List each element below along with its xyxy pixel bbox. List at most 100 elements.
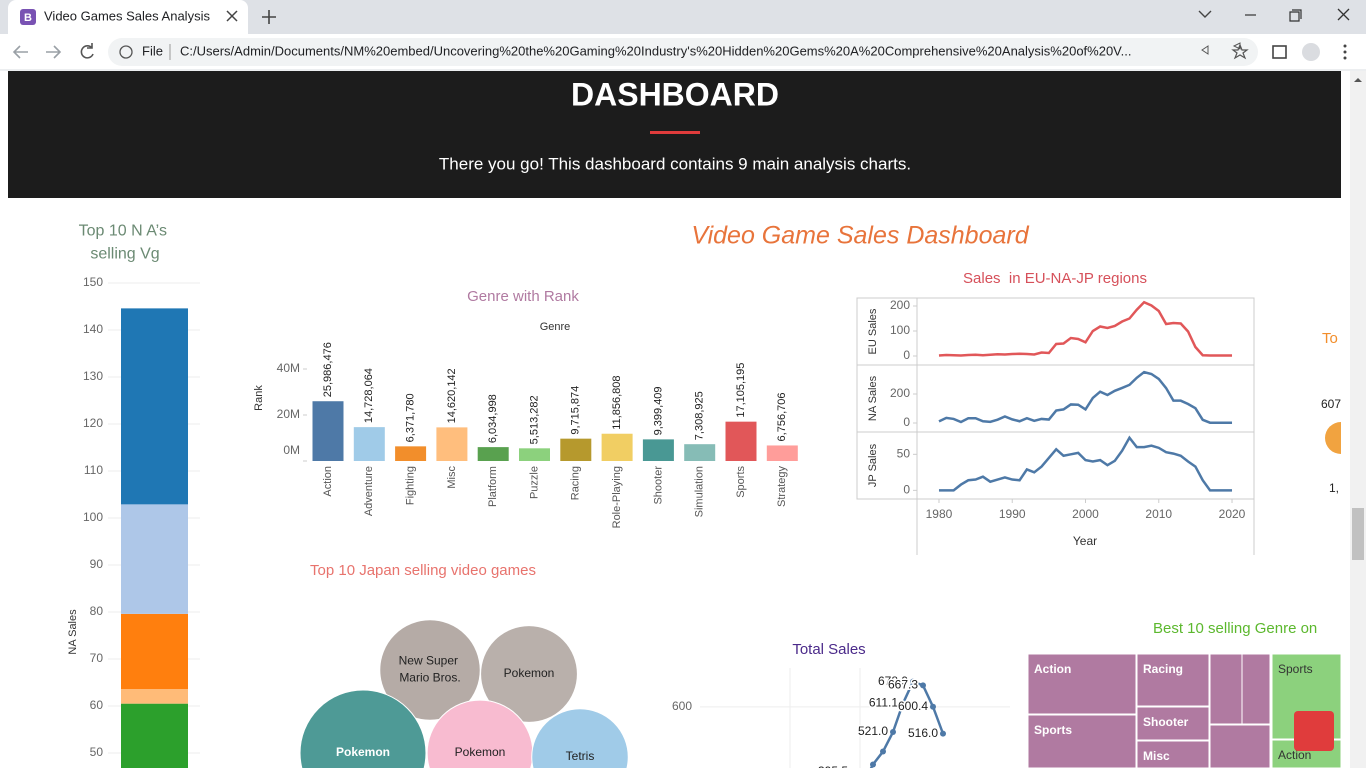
chart-title: Total Sales bbox=[792, 641, 865, 658]
favicon-letter: B bbox=[24, 12, 32, 24]
bubble bbox=[379, 619, 481, 721]
tab-search[interactable] bbox=[1198, 10, 1212, 18]
treemap-cell bbox=[1136, 706, 1210, 741]
bubble bbox=[480, 625, 578, 723]
cell-label: Action bbox=[1278, 748, 1311, 762]
x-axis-label: Year bbox=[1073, 534, 1097, 548]
y-tick-label: 40M bbox=[277, 361, 300, 375]
scroll-thumb[interactable] bbox=[1352, 508, 1364, 560]
chart-title: Top 10 Japan selling video games bbox=[310, 562, 536, 579]
y-tick-label: 20M bbox=[277, 407, 300, 421]
bar bbox=[477, 447, 509, 461]
value-label: 5,513,282 bbox=[528, 395, 540, 444]
bar bbox=[436, 427, 468, 461]
forward[interactable] bbox=[46, 45, 62, 59]
bar bbox=[725, 421, 757, 461]
y-axis-label: NA Sales bbox=[67, 609, 79, 655]
bubble bbox=[299, 689, 427, 768]
treemap-cell bbox=[1027, 714, 1137, 768]
x-tick-label: Platform bbox=[487, 466, 499, 507]
header-rule bbox=[650, 131, 700, 134]
restore[interactable] bbox=[1289, 9, 1302, 22]
point bbox=[890, 729, 896, 736]
line bbox=[938, 300, 1233, 357]
header bbox=[8, 71, 1341, 198]
line bbox=[938, 435, 1233, 492]
tab-title[interactable]: Video Games Sales Analysis bbox=[44, 8, 210, 23]
scroll-up[interactable] bbox=[1354, 78, 1362, 82]
bar bbox=[519, 448, 550, 461]
menu-dot[interactable] bbox=[1343, 56, 1347, 60]
y-tick-label: 0M bbox=[283, 443, 300, 457]
value-label: 667.3 bbox=[888, 678, 918, 692]
active-tab[interactable] bbox=[8, 0, 248, 34]
bar-segment bbox=[121, 504, 188, 614]
point bbox=[930, 703, 936, 710]
x-tick-label: Adventure bbox=[363, 466, 375, 516]
cell-label: Sports bbox=[1278, 662, 1313, 676]
tab-close[interactable] bbox=[226, 10, 238, 22]
profile[interactable] bbox=[1302, 43, 1320, 61]
value-label: 516.0 bbox=[908, 726, 938, 740]
point bbox=[940, 730, 946, 737]
url[interactable]: C:/Users/Admin/Documents/NM%20embed/Unco… bbox=[180, 43, 1132, 58]
value-label: 9,399,409 bbox=[652, 386, 664, 435]
x-header: Genre bbox=[540, 321, 571, 333]
partial-arc bbox=[1325, 422, 1341, 454]
back[interactable] bbox=[12, 45, 28, 59]
bookmark[interactable] bbox=[1231, 43, 1249, 60]
y-axis-label: Rank bbox=[253, 385, 265, 411]
y-tick-label: 0 bbox=[903, 483, 910, 497]
treemap-cell bbox=[1136, 740, 1210, 768]
y-tick-label: 80 bbox=[90, 604, 104, 618]
cell-label: Misc bbox=[1143, 749, 1170, 763]
chart-title: To bbox=[1322, 330, 1338, 347]
treemap-cell bbox=[1027, 653, 1137, 715]
bar-segment bbox=[121, 308, 188, 505]
line bbox=[938, 370, 1233, 424]
scrollbar bbox=[1350, 71, 1366, 768]
x-tick-label: Misc bbox=[446, 466, 458, 489]
bar bbox=[312, 401, 344, 461]
bar bbox=[353, 427, 385, 461]
bar-segment bbox=[121, 703, 188, 768]
bar bbox=[684, 444, 716, 461]
y-tick-label: 50 bbox=[897, 447, 911, 461]
new-tab[interactable] bbox=[262, 10, 276, 24]
chart-title: Top 10 N A’s selling Vg bbox=[79, 223, 172, 263]
x-tick-label: 1990 bbox=[999, 507, 1026, 521]
menu-dot[interactable] bbox=[1343, 50, 1347, 54]
bar bbox=[560, 438, 592, 461]
y-tick-label: 150 bbox=[83, 275, 103, 289]
dashboard-title: Video Game Sales Dashboard bbox=[691, 222, 1029, 250]
reload[interactable] bbox=[80, 43, 94, 59]
bubble-label: New Super Mario Bros. bbox=[399, 654, 462, 685]
value-label: 14,620,142 bbox=[446, 368, 458, 423]
window-close[interactable] bbox=[1337, 8, 1350, 21]
value-label: 11,856,808 bbox=[611, 375, 623, 429]
bar-segment bbox=[121, 689, 188, 704]
action-button[interactable] bbox=[1294, 711, 1334, 751]
bar bbox=[395, 446, 427, 461]
menu-dot[interactable] bbox=[1343, 44, 1347, 48]
point bbox=[900, 700, 906, 707]
value-label: 521.0 bbox=[858, 724, 888, 738]
y-tick-label: 90 bbox=[90, 557, 104, 571]
side-panel[interactable] bbox=[1272, 45, 1287, 59]
value-label: 611.1 bbox=[869, 695, 898, 709]
chart-title: Genre with Rank bbox=[467, 288, 579, 305]
omnibox[interactable] bbox=[108, 38, 1258, 66]
info-icon[interactable] bbox=[119, 45, 133, 59]
y-tick-label: 50 bbox=[90, 745, 104, 759]
y-tick-label: 0 bbox=[903, 415, 910, 429]
bar-segment bbox=[121, 613, 188, 690]
bubble-label: Pokemon bbox=[336, 745, 390, 759]
y-axis-label: NA Sales bbox=[867, 375, 879, 421]
x-tick-label: Simulation bbox=[694, 466, 706, 517]
x-tick-label: Strategy bbox=[776, 466, 788, 507]
bar bbox=[642, 439, 674, 461]
cell-label: Sports bbox=[1034, 723, 1072, 737]
point bbox=[880, 748, 886, 755]
bubble bbox=[531, 708, 629, 768]
